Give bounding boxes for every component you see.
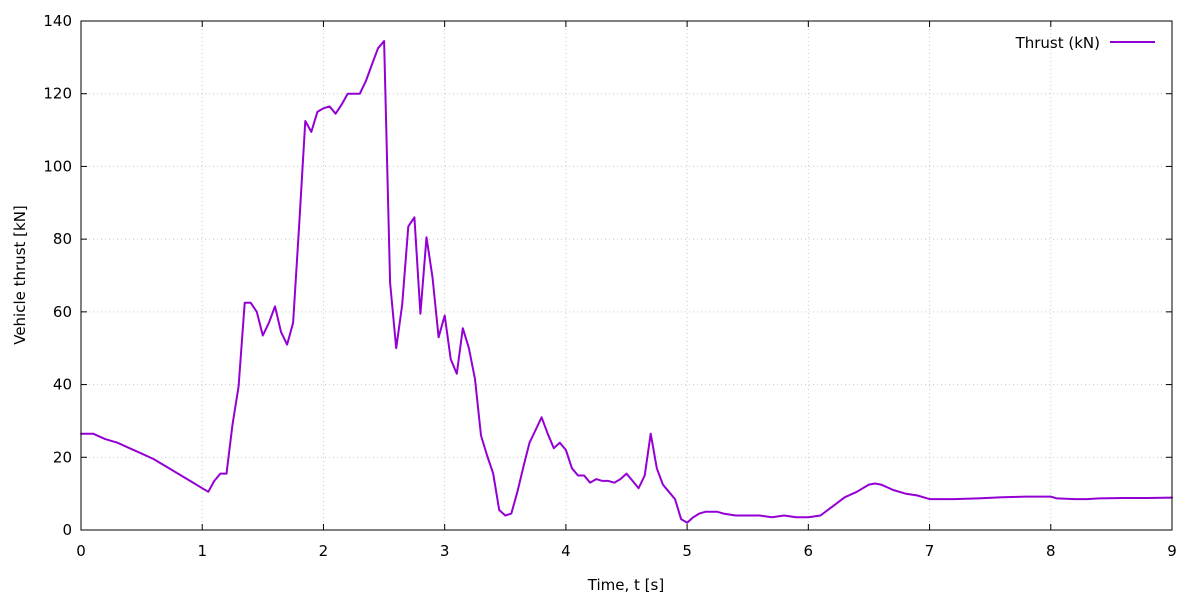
legend-label: Thrust (kN) [1015,34,1100,52]
y-tick-labels: 0 20 40 60 80 100 120 140 [43,12,72,539]
y-tick-label: 0 [62,521,72,539]
x-tick-label: 0 [76,542,86,560]
x-tick-label: 9 [1167,542,1177,560]
x-tick-label: 2 [319,542,329,560]
thrust-series-line [80,40,1173,524]
x-tick-label: 4 [561,542,571,560]
x-tick-label: 3 [440,542,450,560]
x-axis-title: Time, t [s] [587,576,664,594]
x-tick-label: 5 [682,542,692,560]
legend: Thrust (kN) [1015,34,1155,52]
grid [81,21,1172,530]
x-tick-label: 1 [197,542,207,560]
x-tick-label: 6 [804,542,814,560]
x-tick-labels: 0 1 2 3 4 5 6 7 8 9 [76,542,1177,560]
y-tick-label: 100 [43,157,72,175]
y-tick-label: 20 [53,448,72,466]
y-tick-label: 40 [53,376,72,394]
y-tick-label: 140 [43,12,72,30]
ticks [80,20,1173,531]
plot-frame [80,20,1173,531]
y-tick-label: 120 [43,85,72,103]
x-tick-label: 7 [925,542,935,560]
x-tick-label: 8 [1046,542,1056,560]
y-axis-title: Vehicle thrust [kN] [11,205,29,345]
y-tick-label: 60 [53,303,72,321]
y-tick-label: 80 [53,230,72,248]
series-layer [80,40,1173,524]
